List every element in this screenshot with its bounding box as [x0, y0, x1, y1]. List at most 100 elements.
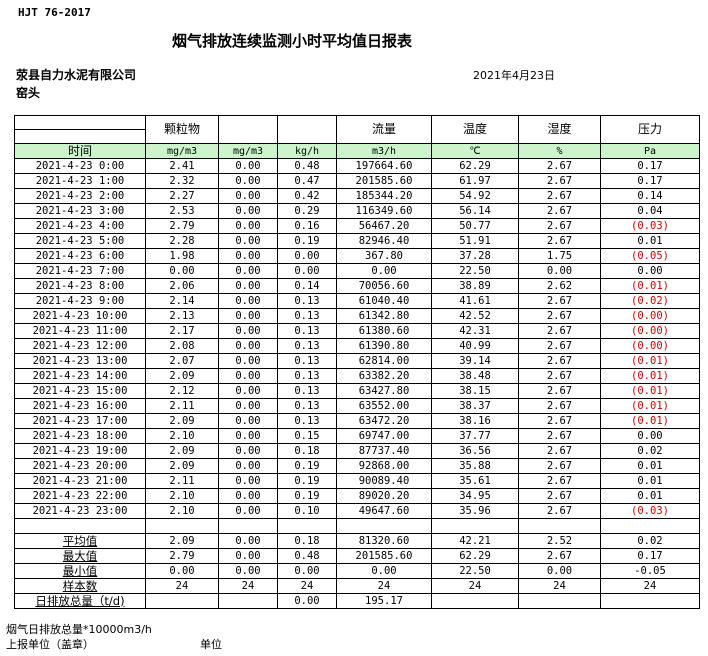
- value-cell: 185344.20: [336, 188, 432, 204]
- value-cell: 0.13: [277, 323, 337, 339]
- value-cell: 2.09: [145, 368, 219, 384]
- table-row: 2021-4-23 1:00 2.32 0.00 0.47 201585.60 61.97…: [14, 173, 700, 189]
- value-cell: 61380.60: [336, 323, 432, 339]
- value-cell: 40.99: [431, 338, 519, 354]
- value-cell: 35.61: [431, 473, 519, 489]
- time-cell: 2021-4-23 12:00: [14, 338, 146, 354]
- value-cell: 89020.20: [336, 488, 432, 504]
- value-cell: 0.00: [218, 293, 278, 309]
- column-header: 温度: [431, 115, 519, 144]
- value-cell: 38.48: [431, 368, 519, 384]
- value-cell: 0.00: [218, 308, 278, 324]
- value-cell: 0.00: [218, 338, 278, 354]
- value-cell: 0.19: [277, 233, 337, 249]
- value-cell: 42.31: [431, 323, 519, 339]
- value-cell: 0.00: [600, 428, 700, 444]
- value-cell: 24: [518, 578, 601, 594]
- value-cell: 0.02: [600, 533, 700, 549]
- value-cell: 2.67: [518, 173, 601, 189]
- value-cell: 22.50: [431, 263, 519, 279]
- column-header: [218, 115, 278, 144]
- value-cell: 0.04: [600, 203, 700, 219]
- value-cell: 0.00: [277, 593, 337, 609]
- value-cell: 2.67: [518, 548, 601, 564]
- value-cell: 0.47: [277, 173, 337, 189]
- value-cell: 2.11: [145, 473, 219, 489]
- value-cell: 82946.40: [336, 233, 432, 249]
- stat-label: 最大值: [14, 548, 146, 564]
- stat-label: 平均值: [14, 533, 146, 549]
- value-cell: (0.00): [600, 323, 700, 339]
- value-cell: 0.10: [277, 503, 337, 519]
- value-cell: 38.15: [431, 383, 519, 399]
- value-cell: 0.00: [277, 563, 337, 579]
- empty-cell: [336, 518, 432, 534]
- value-cell: 0.00: [277, 263, 337, 279]
- value-cell: 2.67: [518, 293, 601, 309]
- time-cell: 2021-4-23 20:00: [14, 458, 146, 474]
- value-cell: 81320.60: [336, 533, 432, 549]
- value-cell: 0.48: [277, 548, 337, 564]
- table-row: 2021-4-23 15:00 2.12 0.00 0.13 63427.80 38.15…: [14, 383, 700, 399]
- value-cell: 87737.40: [336, 443, 432, 459]
- table-row: 2021-4-23 8:00 2.06 0.00 0.14 70056.60 38.89 2…: [14, 278, 700, 294]
- value-cell: 0.42: [277, 188, 337, 204]
- value-cell: 2.27: [145, 188, 219, 204]
- value-cell: (0.01): [600, 368, 700, 384]
- value-cell: 2.67: [518, 368, 601, 384]
- value-cell: (0.01): [600, 278, 700, 294]
- time-cell: 2021-4-23 19:00: [14, 443, 146, 459]
- value-cell: 0.17: [600, 158, 700, 174]
- value-cell: [600, 593, 700, 609]
- unit-cell: ℃: [431, 143, 519, 159]
- value-cell: (0.01): [600, 413, 700, 429]
- site-name: 窑头: [16, 86, 41, 100]
- value-cell: 0.00: [518, 263, 601, 279]
- value-cell: 197664.60: [336, 158, 432, 174]
- value-cell: 2.10: [145, 428, 219, 444]
- header-split: [15, 117, 145, 143]
- value-cell: 2.79: [145, 548, 219, 564]
- value-cell: 24: [336, 578, 432, 594]
- unit-cell: %: [518, 143, 601, 159]
- unit-row: 时间 mg/m3 mg/m3 kg/h m3/h ℃% Pa: [14, 143, 700, 159]
- footer-note: 烟气日排放总量*10000m3/h: [6, 623, 152, 636]
- value-cell: (0.00): [600, 308, 700, 324]
- value-cell: 2.67: [518, 233, 601, 249]
- value-cell: 2.67: [518, 413, 601, 429]
- value-cell: 35.88: [431, 458, 519, 474]
- value-cell: 0.00: [218, 353, 278, 369]
- value-cell: 0.14: [600, 188, 700, 204]
- value-cell: 2.67: [518, 188, 601, 204]
- value-cell: [218, 593, 278, 609]
- value-cell: 0.00: [218, 173, 278, 189]
- stats-row: 平均值 2.09 0.00 0.18 81320.60 42.21 2.52 0.02: [14, 533, 700, 549]
- value-cell: [431, 593, 519, 609]
- value-cell: 2.79: [145, 218, 219, 234]
- column-header: 颗粒物: [145, 115, 219, 144]
- value-cell: 116349.60: [336, 203, 432, 219]
- value-cell: 63427.80: [336, 383, 432, 399]
- column-header: 湿度: [518, 115, 601, 144]
- table-row: 2021-4-23 22:00 2.10 0.00 0.19 89020.20 34.95…: [14, 488, 700, 504]
- value-cell: 0.00: [218, 323, 278, 339]
- company-name: 荥县自力水泥有限公司: [16, 68, 137, 82]
- value-cell: (0.03): [600, 218, 700, 234]
- value-cell: 0.13: [277, 293, 337, 309]
- value-cell: 201585.60: [336, 548, 432, 564]
- empty-cell: [277, 518, 337, 534]
- unit-cell: 时间: [14, 143, 146, 159]
- table-row: 2021-4-23 17:00 2.09 0.00 0.13 63472.20 38.16…: [14, 413, 700, 429]
- empty-cell: [431, 518, 519, 534]
- value-cell: 39.14: [431, 353, 519, 369]
- value-cell: 0.15: [277, 428, 337, 444]
- time-cell: 2021-4-23 22:00: [14, 488, 146, 504]
- value-cell: 0.48: [277, 158, 337, 174]
- value-cell: 1.98: [145, 248, 219, 264]
- value-cell: 0.00: [218, 488, 278, 504]
- stats-row: 最大值 2.79 0.00 0.48 201585.60 62.29 2.67 0.17: [14, 548, 700, 564]
- table-row: 2021-4-23 14:00 2.09 0.00 0.13 63382.20 38.48…: [14, 368, 700, 384]
- empty-cell: [218, 518, 278, 534]
- time-cell: 2021-4-23 13:00: [14, 353, 146, 369]
- table-row: 2021-4-23 20:00 2.09 0.00 0.19 92868.00 35.88…: [14, 458, 700, 474]
